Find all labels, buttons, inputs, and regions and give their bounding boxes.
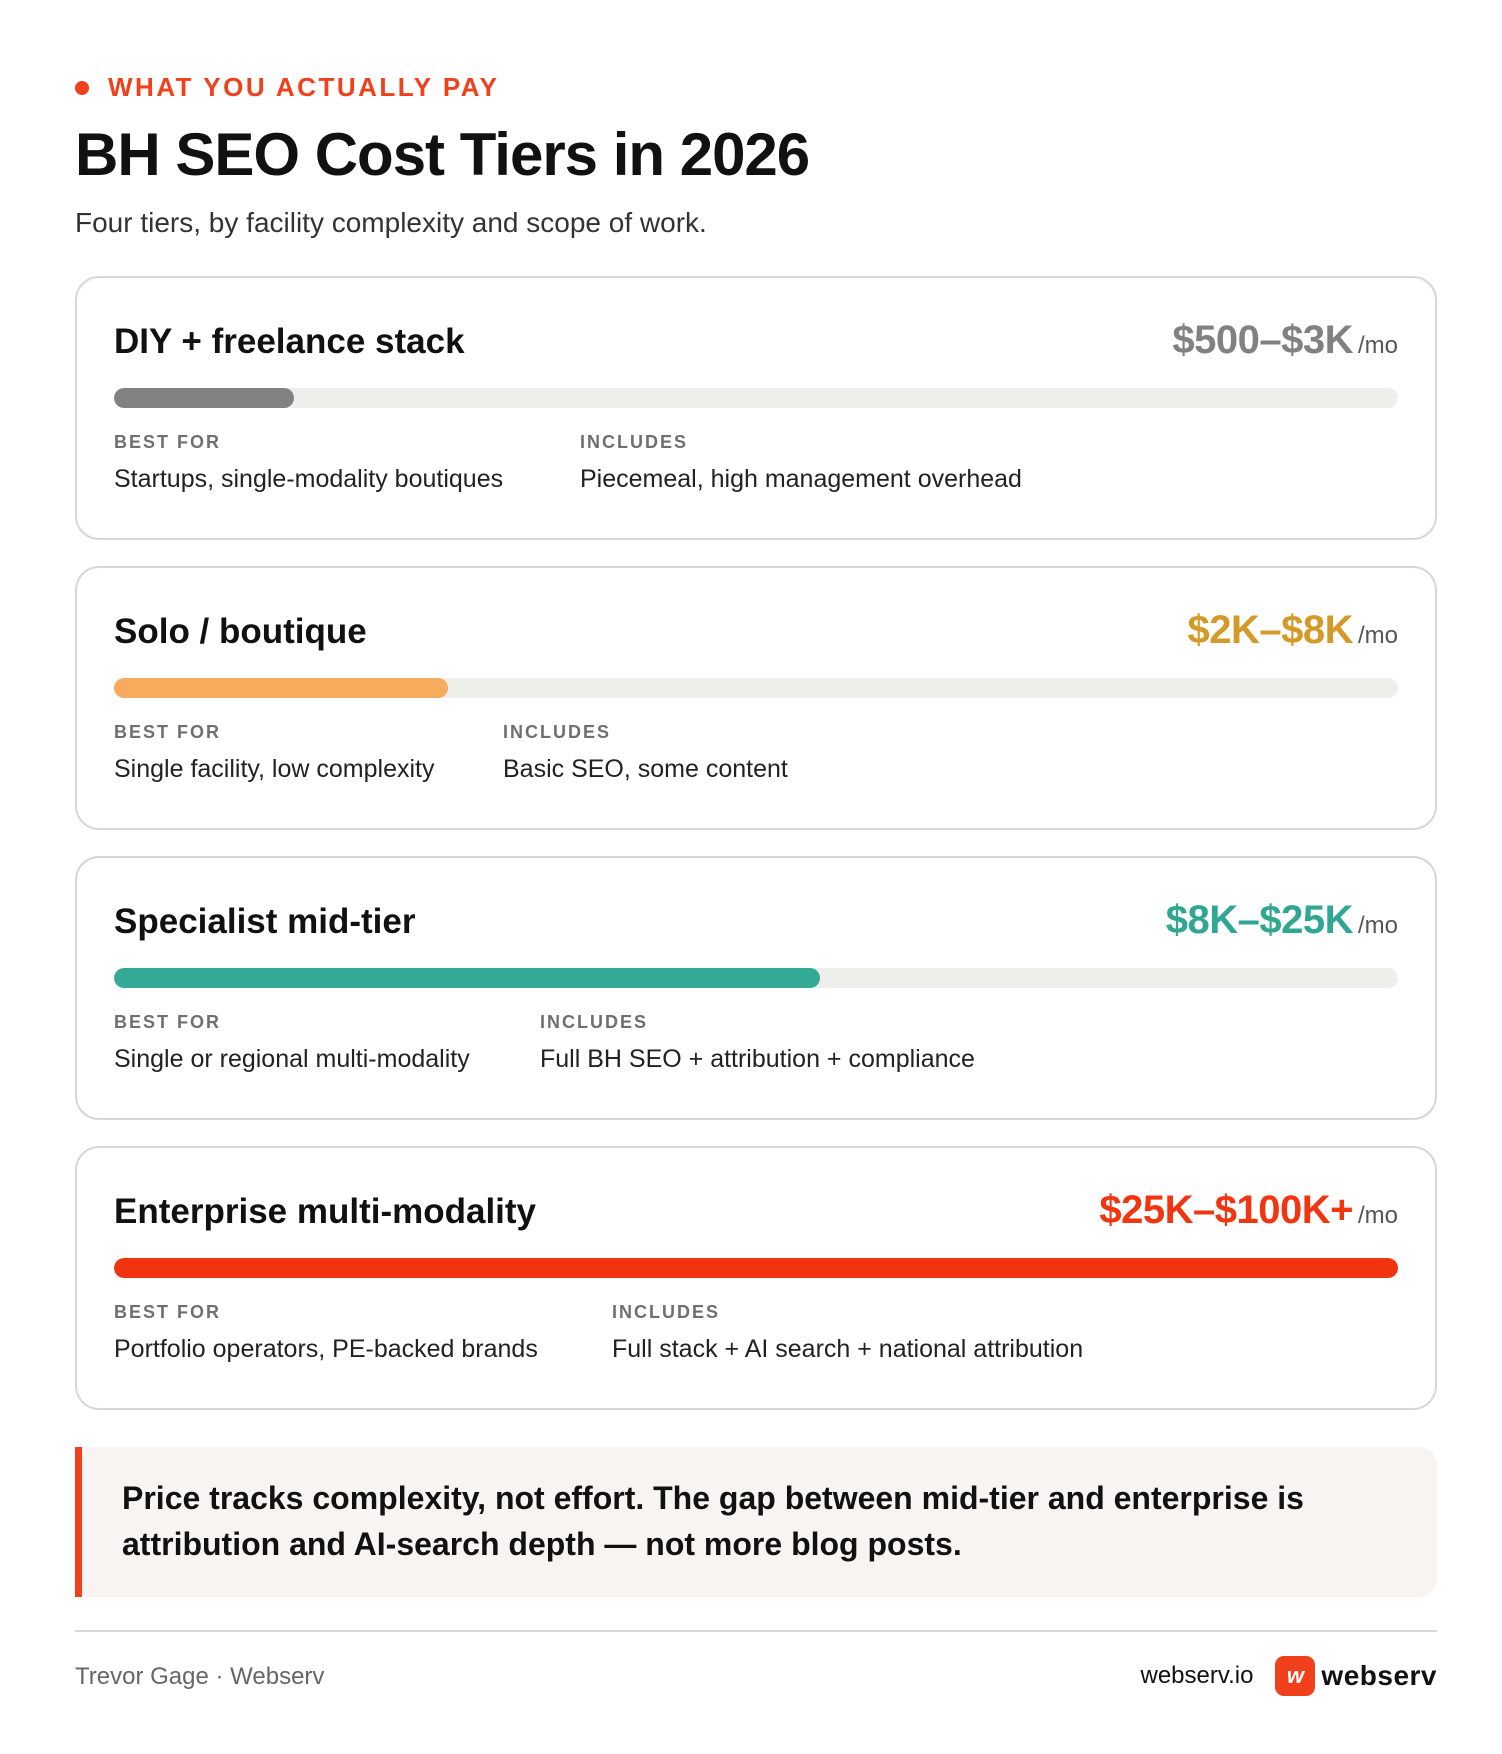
tier-bar-track bbox=[114, 678, 1398, 698]
best-for-value: Portfolio operators, PE-backed brands bbox=[114, 1335, 538, 1363]
tier-name: DIY + freelance stack bbox=[114, 322, 465, 361]
best-for-column: BEST FOR Startups, single-modality bouti… bbox=[114, 432, 503, 494]
footer-author: Trevor Gage · Webserv bbox=[75, 1663, 325, 1690]
includes-value: Full stack + AI search + national attrib… bbox=[612, 1335, 1084, 1363]
page-title: BH SEO Cost Tiers in 2026 bbox=[75, 121, 810, 188]
tier-price-amount: $2K–$8K bbox=[1187, 608, 1353, 652]
includes-column: INCLUDES Full stack + AI search + nation… bbox=[612, 1302, 1083, 1364]
logo-mark: w bbox=[1286, 1663, 1304, 1688]
best-for-value: Startups, single-modality boutiques bbox=[114, 465, 504, 493]
tier-bar-fill bbox=[114, 1258, 1398, 1278]
tier-price-unit: /mo bbox=[1357, 912, 1398, 939]
best-for-label: BEST FOR bbox=[114, 432, 222, 452]
tier-bar-track bbox=[114, 968, 1398, 988]
includes-column: INCLUDES Piecemeal, high management over… bbox=[580, 432, 1022, 494]
best-for-value: Single facility, low complexity bbox=[114, 755, 435, 783]
tier-price-amount: $8K–$25K bbox=[1165, 898, 1354, 942]
best-for-label: BEST FOR bbox=[114, 1012, 222, 1032]
includes-value: Piecemeal, high management overhead bbox=[580, 465, 1022, 493]
footer-divider bbox=[75, 1630, 1437, 1632]
eyebrow: WHAT YOU ACTUALLY PAY bbox=[75, 72, 500, 103]
page-subtitle: Four tiers, by facility complexity and s… bbox=[75, 207, 707, 238]
tier-price-amount: $25K–$100K+ bbox=[1099, 1188, 1353, 1232]
callout-text: Price tracks complexity, not effort. The… bbox=[122, 1480, 1304, 1562]
tier-bar-fill bbox=[114, 968, 821, 988]
includes-label: INCLUDES bbox=[580, 432, 689, 452]
eyebrow-text: WHAT YOU ACTUALLY PAY bbox=[108, 72, 500, 102]
tier-bar-fill bbox=[114, 388, 294, 408]
best-for-value: Single or regional multi-modality bbox=[114, 1045, 470, 1073]
tier-price: $2K–$8K /mo bbox=[1187, 608, 1398, 653]
includes-label: INCLUDES bbox=[540, 1012, 649, 1032]
tier-card-specialist: Specialist mid-tier $8K–$25K /mo BEST FO… bbox=[75, 856, 1437, 1120]
tier-bar-fill bbox=[114, 678, 448, 698]
best-for-label: BEST FOR bbox=[114, 722, 222, 742]
best-for-column: BEST FOR Single facility, low complexity bbox=[114, 722, 434, 784]
includes-column: INCLUDES Basic SEO, some content bbox=[503, 722, 788, 784]
includes-value: Full BH SEO + attribution + compliance bbox=[540, 1045, 975, 1073]
logo-wordmark: webserv bbox=[1321, 1660, 1437, 1691]
tier-bar-track bbox=[114, 1258, 1398, 1278]
best-for-column: BEST FOR Single or regional multi-modali… bbox=[114, 1012, 470, 1074]
tier-bar-track bbox=[114, 388, 1398, 408]
tier-card-diy: DIY + freelance stack $500–$3K /mo BEST … bbox=[75, 276, 1437, 540]
tier-price: $25K–$100K+ /mo bbox=[1099, 1188, 1398, 1233]
includes-value: Basic SEO, some content bbox=[503, 755, 788, 783]
tier-card-solo: Solo / boutique $2K–$8K /mo BEST FOR Sin… bbox=[75, 566, 1437, 830]
tier-name: Enterprise multi-modality bbox=[114, 1192, 537, 1231]
includes-label: INCLUDES bbox=[503, 722, 612, 742]
tier-price-amount: $500–$3K bbox=[1172, 318, 1353, 362]
best-for-column: BEST FOR Portfolio operators, PE-backed … bbox=[114, 1302, 538, 1364]
callout-box: Price tracks complexity, not effort. The… bbox=[75, 1447, 1437, 1597]
tier-name: Solo / boutique bbox=[114, 612, 367, 651]
includes-column: INCLUDES Full BH SEO + attribution + com… bbox=[540, 1012, 975, 1074]
includes-label: INCLUDES bbox=[612, 1302, 721, 1322]
footer-brand: webserv.io w webserv bbox=[1140, 1656, 1437, 1696]
eyebrow-dot-icon bbox=[75, 80, 89, 95]
footer-url[interactable]: webserv.io bbox=[1140, 1662, 1254, 1689]
tier-price-unit: /mo bbox=[1357, 1202, 1398, 1229]
tier-price-unit: /mo bbox=[1357, 622, 1398, 649]
tier-price: $500–$3K /mo bbox=[1172, 318, 1398, 363]
best-for-label: BEST FOR bbox=[114, 1302, 222, 1322]
tier-card-enterprise: Enterprise multi-modality $25K–$100K+ /m… bbox=[75, 1146, 1437, 1410]
tier-price-unit: /mo bbox=[1357, 332, 1398, 359]
tier-name: Specialist mid-tier bbox=[114, 902, 416, 941]
tier-price: $8K–$25K /mo bbox=[1166, 898, 1398, 943]
webserv-logo-icon: w bbox=[1275, 1656, 1316, 1696]
